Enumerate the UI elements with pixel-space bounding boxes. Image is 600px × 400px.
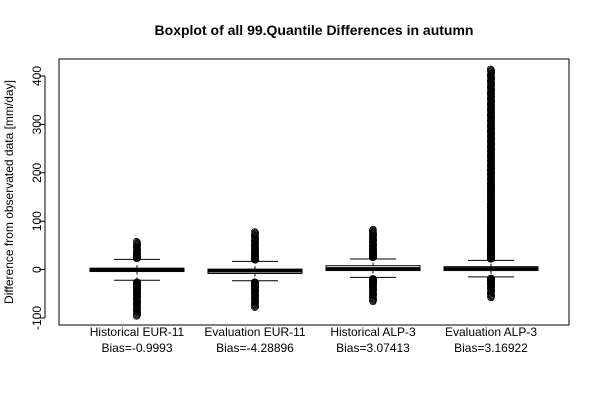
x-category-label-1: Evaluation EUR-11 xyxy=(204,325,305,339)
x-axis-labels: Historical EUR-11 Bias=-0.9993 Evaluation … xyxy=(90,325,538,355)
outlier-point xyxy=(369,225,377,234)
outliers-high xyxy=(132,237,142,263)
x-category-label-2: Historical ALP-3 xyxy=(330,325,416,339)
outlier-point xyxy=(369,297,377,306)
outlier-point xyxy=(132,237,141,246)
outlier-point xyxy=(487,294,495,302)
y-axis-label: Difference from observated data [mm/day] xyxy=(2,80,16,304)
outliers-low xyxy=(250,278,260,311)
y-tick-label-1: 0 xyxy=(30,266,44,273)
outliers-high xyxy=(368,225,378,262)
outlier-point xyxy=(487,66,495,74)
y-tick-label-3: 200 xyxy=(30,162,44,182)
outlier-point xyxy=(132,312,141,320)
x-bias-label-1: Bias=-4.28896 xyxy=(216,341,294,355)
x-category-label-3: Evaluation ALP-3 xyxy=(445,325,537,339)
x-bias-label-0: Bias=-0.9993 xyxy=(101,341,172,355)
y-tick-label-4: 300 xyxy=(30,114,44,134)
plot-frame xyxy=(58,58,570,326)
chart-title: Boxplot of all 99.Quantile Differences i… xyxy=(155,22,474,38)
outlier-point xyxy=(251,302,260,311)
x-bias-label-3: Bias=3.16922 xyxy=(454,341,528,355)
y-tick-label-2: 100 xyxy=(30,211,44,231)
box-group-1 xyxy=(207,228,303,311)
outliers-low xyxy=(132,278,142,320)
outlier-point xyxy=(251,228,259,236)
x-category-label-0: Historical EUR-11 xyxy=(90,325,185,339)
outliers-high xyxy=(486,65,496,263)
outlier-point xyxy=(133,238,141,246)
y-axis: -100 0 100 200 300 400 xyxy=(30,66,46,330)
x-bias-label-2: Bias=3.07413 xyxy=(336,341,410,355)
box-group-2 xyxy=(325,225,421,306)
box-group-3 xyxy=(443,65,539,302)
outliers-high xyxy=(250,228,260,264)
boxes xyxy=(89,65,539,320)
outlier-point xyxy=(133,311,141,319)
box-group-0 xyxy=(89,237,185,320)
y-tick-label-5: 400 xyxy=(30,66,44,86)
outlier-point xyxy=(251,303,259,311)
outlier-point xyxy=(251,229,260,237)
outliers-low xyxy=(486,274,496,302)
outliers-low xyxy=(368,275,378,306)
outlier-point xyxy=(486,65,495,73)
y-tick-label-0: -100 xyxy=(30,306,44,330)
